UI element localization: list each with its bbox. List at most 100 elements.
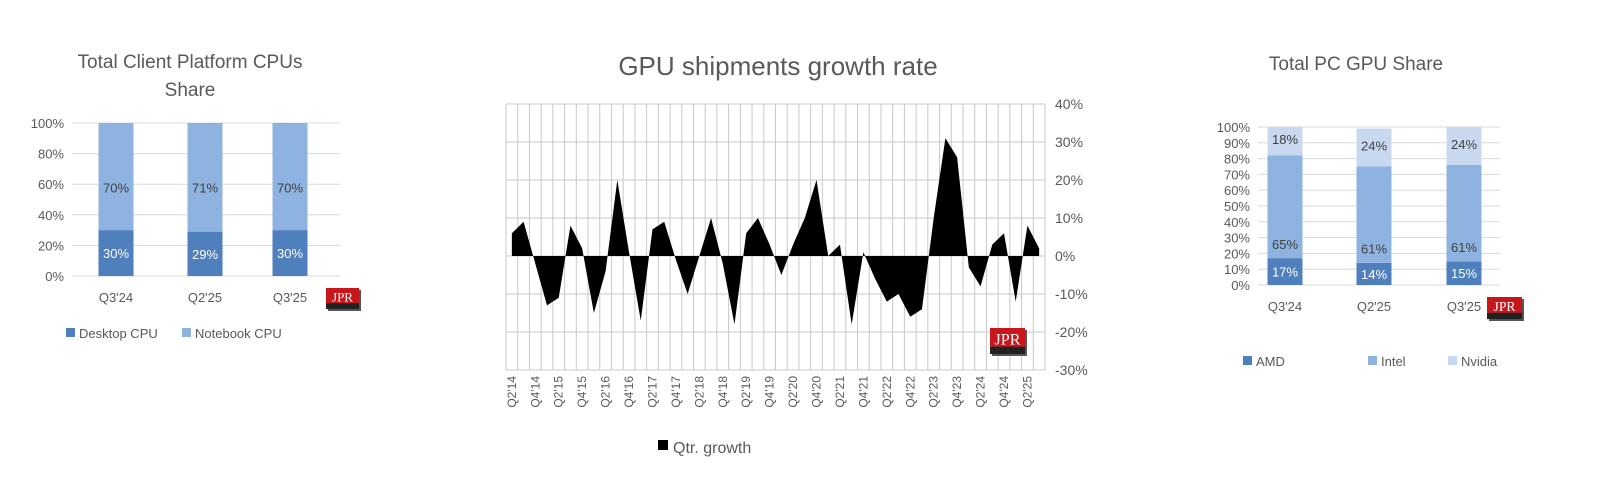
bar-segment [1267, 258, 1303, 285]
bar-segment [1446, 261, 1482, 285]
bar-segment [272, 230, 308, 276]
data-label: 29% [192, 247, 218, 262]
y-tick-label: 0% [1231, 278, 1250, 293]
bar-segment [1267, 127, 1303, 156]
x-tick-label: Q3'24 [99, 290, 133, 305]
x-tick-label: Q2'15 [552, 376, 566, 408]
jpr-logo: JPR [1487, 297, 1524, 321]
legend-label: Nvidia [1461, 354, 1498, 369]
x-tick-label: Q4'16 [622, 376, 636, 408]
chart-title-line: Total Client Platform CPUs [78, 52, 303, 73]
x-tick-label: Q2'14 [505, 376, 519, 408]
data-label: 30% [103, 246, 129, 261]
data-label: 30% [277, 246, 303, 261]
logo-band [990, 346, 1025, 354]
bar-segment [1446, 164, 1482, 262]
jpr-logo: JPR [326, 288, 361, 311]
legend-swatch [658, 440, 668, 450]
x-tick-label: Q2'25 [188, 290, 222, 305]
x-tick-label: Q2'24 [974, 376, 988, 408]
legend-label: Desktop CPU [79, 326, 158, 341]
data-label: 61% [1361, 242, 1387, 257]
legend-swatch [66, 328, 75, 337]
x-tick-label: Q2'23 [927, 376, 941, 408]
data-label: 14% [1361, 267, 1387, 282]
x-tick-label: Q2'21 [833, 376, 847, 408]
chart-title-line: Share [165, 80, 216, 101]
y-tick-label: 100% [31, 116, 65, 131]
data-label: 70% [103, 180, 129, 195]
y-tick-label: -10% [1055, 286, 1088, 302]
bar-segment [1356, 128, 1392, 167]
y-tick-label: 40% [38, 208, 64, 223]
growth-area-chart: GPU shipments growth rate -30% -20% -10% 0% 1… [505, 51, 1088, 457]
y-tick-label: 40% [1224, 215, 1250, 230]
x-tick-label: Q4'17 [669, 376, 683, 408]
x-tick-label: Q4'15 [575, 376, 589, 408]
chart-title: GPU shipments growth rate [618, 51, 937, 81]
logo-band [326, 303, 359, 309]
x-tick-label: Q2'25 [1020, 376, 1034, 408]
x-tick-label: Q4'18 [716, 376, 730, 408]
y-tick-label: 60% [38, 177, 64, 192]
x-tick-label: Q4'19 [763, 376, 777, 408]
logo-text: JPR [995, 332, 1021, 349]
data-label: 65% [1272, 237, 1298, 252]
y-tick-label: 80% [38, 147, 64, 162]
y-tick-label: 90% [1224, 136, 1250, 151]
x-tick-label: Q4'22 [903, 376, 917, 408]
bar-segment [187, 231, 223, 276]
x-tick-label: Q4'23 [950, 376, 964, 408]
logo-band [1487, 312, 1522, 319]
data-label: 70% [277, 180, 303, 195]
legend-label: AMD [1256, 354, 1285, 369]
x-tick-label: Q4'24 [997, 376, 1011, 408]
y-tick-label: 100% [1217, 120, 1251, 135]
legend-swatch [1448, 356, 1457, 365]
y-tick-label: 30% [1055, 134, 1083, 150]
x-tick-label: Q2'19 [739, 376, 753, 408]
x-tick-label: Q4'21 [856, 376, 870, 408]
x-tick-label: Q2'22 [880, 376, 894, 408]
legend-swatch [1243, 356, 1252, 365]
y-tick-label: 0% [1055, 248, 1075, 264]
stacked-bar-chart-2: 0%10%20%30%40%50%60%70%80%90%100% 17% 65% 1… [1217, 120, 1500, 369]
y-tick-label: 80% [1224, 152, 1250, 167]
y-tick-label: 70% [1224, 167, 1250, 182]
data-label: 24% [1451, 137, 1477, 152]
bar-segment [187, 123, 223, 232]
bar-segment [1267, 155, 1303, 259]
jpr-logo: JPR [990, 328, 1027, 356]
logo-box [990, 328, 1025, 347]
data-label: 17% [1272, 265, 1298, 280]
logo-text: JPR [1494, 299, 1517, 314]
legend-label: Notebook CPU [195, 326, 282, 341]
bar-segment [98, 230, 134, 276]
bar-segment [272, 123, 308, 231]
y-tick-label: 20% [38, 238, 64, 253]
x-tick-label: Q4'20 [810, 376, 824, 408]
x-tick-label: Q2'20 [786, 376, 800, 408]
x-tick-label: Q2'18 [692, 376, 706, 408]
x-tick-label: Q2'25 [1357, 299, 1391, 314]
bar-segment [1356, 262, 1392, 285]
bar-segment [1446, 127, 1482, 165]
y-tick-label: 30% [1224, 231, 1250, 246]
data-label: 18% [1272, 132, 1298, 147]
x-tick-label: Q3'25 [1447, 299, 1481, 314]
y-tick-label: 40% [1055, 96, 1083, 112]
y-tick-label: 50% [1224, 199, 1250, 214]
stacked-bar-chart-0: 0% 20% 40% 60% 80% 100% 30% 70% Q3'24 29% 71% Q2'25… [31, 116, 340, 341]
x-tick-label: Q2'17 [645, 376, 659, 408]
x-tick-label: Q3'24 [1268, 299, 1302, 314]
y-tick-label: 10% [1055, 210, 1083, 226]
y-tick-label: -20% [1055, 324, 1088, 340]
y-tick-label: 20% [1055, 172, 1083, 188]
bar-segment [98, 123, 134, 231]
legend-label: Intel [1381, 354, 1406, 369]
legend-swatch [1368, 356, 1377, 365]
y-tick-label: 60% [1224, 183, 1250, 198]
data-label: 61% [1451, 240, 1477, 255]
data-label: 71% [192, 180, 218, 195]
data-label: 15% [1451, 266, 1477, 281]
